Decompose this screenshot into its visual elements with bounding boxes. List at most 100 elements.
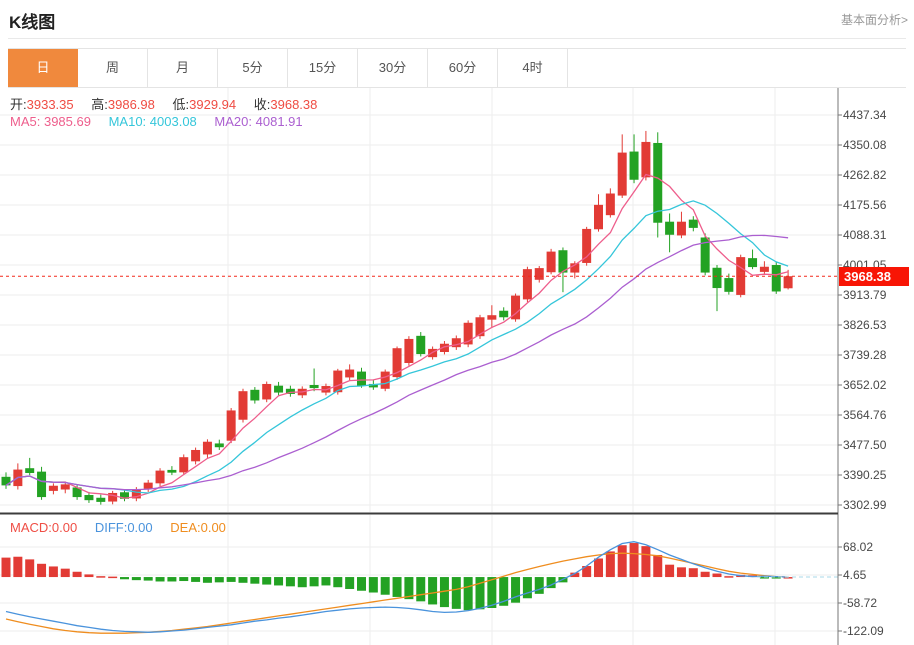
- candle: [108, 490, 118, 505]
- macd-bar: [629, 543, 639, 578]
- macd-bar: [167, 577, 177, 582]
- diff-line: [5, 541, 789, 633]
- macd-bar: [676, 567, 686, 578]
- y-axis-label: 68.02: [843, 540, 874, 554]
- macd-bar: [321, 577, 331, 586]
- tab-period-0[interactable]: 日: [8, 49, 78, 87]
- candle: [783, 269, 793, 290]
- macd-bar: [439, 577, 449, 608]
- candle: [1, 472, 11, 489]
- candle: [748, 249, 758, 270]
- macd-bar: [333, 577, 343, 588]
- ma20-line: [5, 234, 789, 491]
- candle: [250, 387, 260, 404]
- macd-bar: [143, 577, 153, 581]
- macd-bar: [688, 568, 698, 578]
- candle: [143, 479, 153, 492]
- tab-period-5[interactable]: 30分: [358, 49, 428, 87]
- candle: [771, 261, 781, 294]
- macd-bar: [226, 577, 236, 582]
- candle: [475, 314, 485, 339]
- macd-bar: [416, 577, 426, 602]
- macd-bar: [700, 571, 710, 578]
- macd-bar: [724, 576, 734, 578]
- macd-bar: [120, 577, 129, 580]
- macd-bar: [250, 577, 260, 584]
- tab-period-4[interactable]: 15分: [288, 49, 358, 87]
- candle: [285, 385, 295, 397]
- candle: [380, 369, 390, 392]
- macd-bar: [309, 577, 319, 587]
- macd-bar: [570, 572, 580, 578]
- macd-bar: [202, 577, 212, 583]
- candle: [96, 494, 106, 505]
- candle: [688, 216, 698, 232]
- candle: [617, 134, 627, 198]
- y-axis-label: -58.72: [843, 596, 878, 610]
- candle: [262, 381, 272, 403]
- candle: [511, 293, 521, 322]
- candle: [558, 247, 568, 293]
- macd-bar: [60, 568, 70, 578]
- macd-bar: [617, 545, 627, 578]
- macd-bar: [108, 576, 118, 579]
- candle: [179, 454, 189, 475]
- macd-bar: [594, 558, 603, 578]
- candle: [60, 482, 70, 494]
- macd-bar: [155, 577, 165, 582]
- macd-bar: [380, 577, 390, 595]
- macd-bar: [546, 577, 556, 589]
- candle: [451, 335, 461, 350]
- macd-bar: [499, 577, 509, 606]
- current-price-badge: 3968.38: [839, 267, 909, 286]
- macd-bar: [641, 546, 651, 578]
- macd-bar: [238, 577, 248, 583]
- y-axis-label: 4437.34: [843, 108, 887, 122]
- candle: [594, 194, 603, 232]
- macd-bar: [463, 577, 473, 611]
- candle: [392, 346, 402, 380]
- macd-bar: [534, 577, 544, 594]
- candle: [155, 468, 165, 487]
- candle: [25, 457, 35, 476]
- macd-bar: [345, 577, 355, 589]
- tab-period-6[interactable]: 60分: [428, 49, 498, 87]
- tab-period-7[interactable]: 4时: [498, 49, 568, 87]
- macd-bar: [487, 577, 497, 608]
- macd-bar: [191, 577, 201, 582]
- macd-bar: [653, 554, 663, 578]
- candle: [582, 226, 592, 266]
- macd-bar: [48, 566, 58, 578]
- macd-bar: [783, 577, 793, 579]
- candle: [522, 266, 532, 303]
- macd-bar: [262, 577, 272, 585]
- macd-bar: [37, 563, 47, 578]
- tab-period-3[interactable]: 5分: [218, 49, 288, 87]
- tab-period-2[interactable]: 月: [148, 49, 218, 87]
- ma5-line: [5, 173, 789, 499]
- y-axis-label: 3477.50: [843, 437, 887, 452]
- fundamental-analysis-link[interactable]: 基本面分析>: [840, 13, 908, 27]
- y-axis-label: 4262.82: [843, 168, 887, 182]
- tab-period-1[interactable]: 周: [78, 49, 148, 87]
- macd-bar: [404, 577, 414, 600]
- candle: [653, 132, 663, 238]
- y-axis-label: 4175.56: [843, 198, 887, 212]
- macd-histogram: [1, 543, 793, 611]
- candle: [534, 266, 544, 283]
- y-axis-label: 4088.31: [843, 227, 887, 242]
- candle: [404, 336, 414, 366]
- macd-bar: [214, 577, 224, 583]
- y-axis-label: 3913.79: [843, 287, 887, 302]
- candle: [226, 408, 236, 444]
- header-divider: [8, 38, 906, 39]
- candle: [214, 439, 224, 450]
- macd-bar: [582, 566, 592, 578]
- candle: [712, 265, 722, 312]
- candle: [629, 134, 639, 184]
- macd-bar: [665, 564, 675, 578]
- macd-bar: [84, 574, 94, 578]
- macd-bar: [285, 577, 295, 587]
